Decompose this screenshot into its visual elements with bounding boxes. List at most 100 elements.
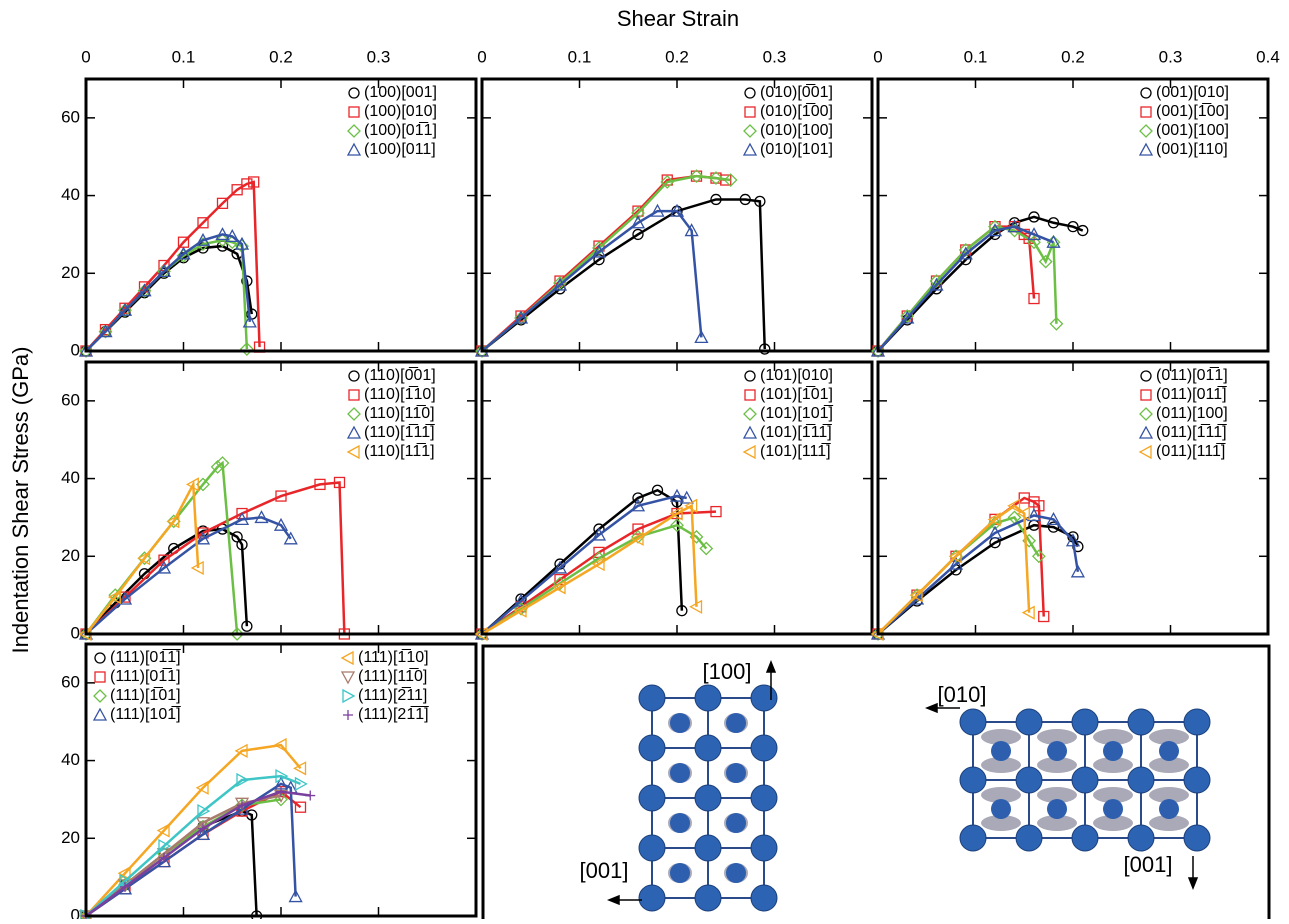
legend-label: (011)[01̅1] xyxy=(1156,366,1228,384)
marker xyxy=(958,246,973,260)
series-line xyxy=(85,180,261,352)
marker xyxy=(754,195,766,208)
marker xyxy=(215,227,230,241)
x-axis-title: Shear Strain xyxy=(617,6,739,31)
marker xyxy=(948,549,962,564)
series-line xyxy=(85,481,346,635)
marker xyxy=(1046,234,1061,248)
legend-marker xyxy=(1140,370,1152,382)
legend-marker xyxy=(348,370,360,382)
marker xyxy=(216,197,229,209)
marker xyxy=(513,310,529,324)
legend-label: (100)[010] xyxy=(364,103,437,120)
legend-marker xyxy=(744,106,756,118)
marker xyxy=(234,236,250,250)
marker xyxy=(651,484,664,496)
atom-blue xyxy=(1103,799,1123,819)
marker xyxy=(276,786,286,797)
legend-label: (111)[2̅11] xyxy=(358,686,427,704)
series-line xyxy=(877,225,1036,352)
marker xyxy=(275,769,289,784)
legend-marker xyxy=(340,650,354,666)
marker xyxy=(248,176,260,188)
atom-blue xyxy=(670,863,690,883)
legend-marker xyxy=(744,370,756,382)
x-tick-label: 0.4 xyxy=(1256,47,1280,66)
marker xyxy=(630,531,644,546)
atom-gray xyxy=(981,757,1021,773)
atom-gray xyxy=(1149,757,1189,773)
marker xyxy=(630,498,646,512)
atom-blue xyxy=(991,741,1011,761)
panel: 0 0.1 0.2 0.3 (010)[0̅01](010)[1̅00] (010)[10… xyxy=(474,47,874,358)
x-tick-label: 0.2 xyxy=(1061,47,1085,66)
marker xyxy=(552,560,568,574)
series-line xyxy=(877,504,1031,635)
panel: 0 20 40 60 (111)[01̅1̅](111)[01̅1](111)[1̅01… xyxy=(61,642,478,924)
marker xyxy=(1016,506,1030,521)
marker xyxy=(709,171,723,186)
atom-blue xyxy=(750,884,778,912)
atom-blue xyxy=(1015,766,1043,794)
atom-gray xyxy=(1037,787,1077,803)
atom-blue xyxy=(726,863,746,883)
marker xyxy=(117,866,131,881)
marker xyxy=(98,324,113,339)
marker xyxy=(314,478,326,491)
atom-gray xyxy=(1149,787,1189,803)
series-line xyxy=(481,523,708,636)
marker xyxy=(1070,564,1085,578)
series-line xyxy=(85,782,297,918)
atom-blue xyxy=(638,834,666,862)
legend-marker xyxy=(744,389,756,401)
legend-marker xyxy=(348,106,360,118)
structure-label: [100] xyxy=(703,659,752,684)
marker xyxy=(195,780,209,795)
marker xyxy=(120,881,130,892)
atom-blue xyxy=(1127,766,1155,794)
marker xyxy=(234,512,250,526)
marker xyxy=(669,488,685,502)
marker xyxy=(242,314,257,328)
legend-label: (001)[110] xyxy=(1156,141,1228,158)
marker xyxy=(215,233,230,248)
atom-gray xyxy=(1093,815,1133,831)
marker xyxy=(1026,227,1042,241)
marker xyxy=(929,277,944,291)
legend-label: (011)[111̅] xyxy=(1156,442,1226,460)
legend-marker xyxy=(347,407,361,421)
marker xyxy=(684,223,699,237)
legend-marker xyxy=(743,124,757,138)
y-tick-label: 60 xyxy=(61,107,80,126)
legend-label: (111)[01̅1̅] xyxy=(110,648,181,666)
marker xyxy=(1049,316,1064,331)
series-line xyxy=(481,503,698,636)
atom-blue xyxy=(726,713,746,733)
marker xyxy=(1047,521,1060,533)
plot-frame xyxy=(876,360,1270,636)
marker xyxy=(156,823,170,838)
legend-marker xyxy=(346,444,360,460)
legend-label: (111)[1̅10] xyxy=(358,648,429,666)
marker xyxy=(513,593,529,607)
legend-marker xyxy=(743,407,757,421)
marker xyxy=(1067,221,1079,233)
y-tick-label: 40 xyxy=(61,185,80,204)
atom-gray xyxy=(1037,757,1077,773)
marker xyxy=(156,263,172,277)
y-tick-label: 0 xyxy=(71,340,80,359)
series-line xyxy=(85,809,258,917)
atom-blue xyxy=(1127,824,1155,852)
marker xyxy=(231,184,243,196)
marker xyxy=(987,512,1001,527)
atom-gray xyxy=(1149,815,1189,831)
legend-label: (010)[101] xyxy=(760,141,833,158)
x-tick-label: 0 xyxy=(873,47,882,66)
cell xyxy=(1140,779,1198,839)
marker xyxy=(723,173,738,187)
atom-gray xyxy=(981,815,1021,831)
marker xyxy=(514,601,528,616)
series-line xyxy=(85,479,200,635)
marker xyxy=(949,549,963,564)
marker xyxy=(137,551,152,566)
